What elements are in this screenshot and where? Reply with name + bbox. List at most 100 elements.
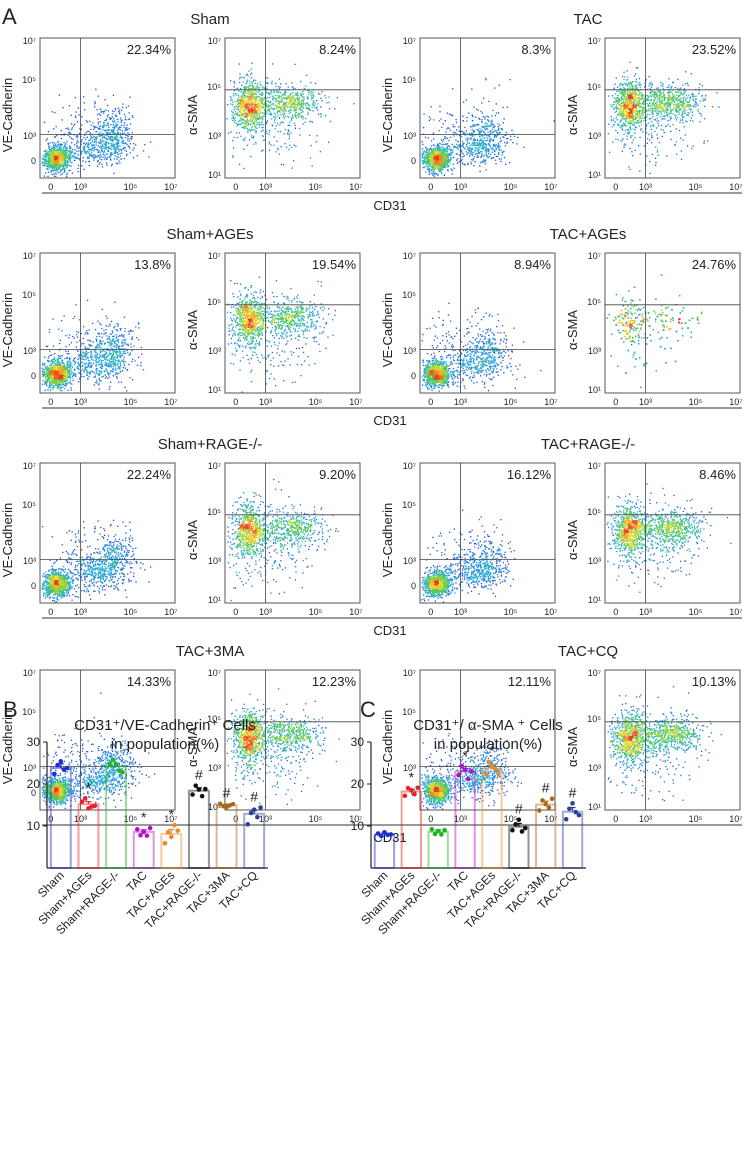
event-dot [479, 151, 481, 153]
event-dot [430, 163, 432, 165]
event-dot [448, 153, 450, 156]
event-dot [468, 142, 470, 144]
event-dot [81, 151, 83, 153]
event-dot [427, 154, 429, 156]
event-dot [440, 161, 442, 163]
event-dot [443, 161, 446, 163]
event-dot [457, 145, 459, 147]
event-dot [428, 168, 431, 170]
event-dot [279, 122, 282, 124]
event-dot [249, 113, 251, 115]
event-dot [99, 145, 101, 147]
event-dot [439, 150, 441, 152]
event-dot [447, 157, 449, 159]
event-dot [440, 166, 442, 168]
event-dot [448, 155, 450, 157]
event-dot [498, 131, 500, 134]
event-dot [462, 153, 464, 155]
event-dot [422, 157, 424, 159]
event-dot [119, 137, 121, 139]
event-dot [495, 148, 498, 151]
event-dot [631, 86, 633, 89]
event-dot [456, 153, 459, 155]
event-dot [513, 135, 516, 138]
event-dot [272, 125, 274, 127]
event-dot [128, 128, 130, 130]
event-dot [73, 144, 76, 146]
event-dot [298, 108, 300, 110]
event-dot [59, 151, 61, 153]
event-dot [111, 165, 113, 167]
event-dot [477, 151, 479, 153]
event-dot [286, 106, 288, 109]
event-dot [285, 105, 287, 108]
event-dot [274, 121, 276, 123]
event-dot [248, 119, 250, 121]
event-dot [510, 139, 512, 141]
event-dot [129, 138, 131, 140]
event-dot [61, 168, 63, 170]
event-dot [450, 168, 452, 170]
event-dot [65, 151, 67, 153]
event-dot [503, 156, 506, 159]
event-dot [425, 160, 427, 162]
event-dot [294, 107, 296, 109]
event-dot [440, 139, 443, 141]
event-dot [444, 162, 446, 164]
event-dot [121, 120, 123, 122]
event-dot [265, 106, 267, 108]
event-dot [106, 164, 108, 166]
event-dot [240, 91, 242, 93]
event-dot [251, 120, 254, 123]
event-dot [86, 136, 88, 138]
event-dot [52, 146, 54, 148]
event-dot [48, 165, 50, 167]
event-dot [472, 144, 474, 147]
event-dot [422, 161, 424, 163]
event-dot [511, 129, 513, 132]
event-dot [440, 150, 443, 152]
event-dot [635, 103, 637, 105]
event-dot [481, 147, 483, 149]
event-dot [296, 99, 299, 101]
event-dot [422, 143, 424, 146]
event-dot [625, 84, 627, 86]
event-dot [290, 104, 293, 106]
event-dot [311, 97, 314, 99]
event-dot [618, 110, 621, 113]
event-dot [434, 159, 436, 161]
event-dot [472, 143, 474, 145]
event-dot [629, 81, 632, 83]
event-dot [97, 144, 99, 147]
event-dot [474, 142, 477, 144]
event-dot [427, 137, 429, 139]
event-dot [288, 96, 290, 98]
event-dot [246, 112, 248, 114]
event-dot [121, 119, 123, 121]
event-dot [505, 163, 507, 165]
event-dot [471, 147, 473, 149]
event-dot [102, 139, 104, 142]
event-dot [481, 121, 483, 123]
event-dot [627, 85, 629, 87]
event-dot [268, 143, 270, 145]
event-dot [250, 135, 253, 137]
event-dot [271, 83, 273, 85]
event-dot [435, 157, 437, 159]
event-dot [635, 117, 637, 119]
event-dot [265, 103, 267, 105]
event-dot [255, 79, 257, 81]
event-dot [452, 151, 454, 153]
event-dot [255, 103, 257, 105]
event-dot [462, 115, 464, 117]
event-dot [272, 95, 274, 97]
event-dot [251, 82, 254, 84]
event-dot [298, 127, 301, 130]
event-dot [438, 155, 440, 158]
event-dot [479, 136, 481, 138]
event-dot [242, 107, 244, 109]
event-dot [483, 143, 485, 145]
event-dot [471, 114, 473, 116]
event-dot [242, 112, 244, 115]
event-dot [451, 149, 453, 151]
